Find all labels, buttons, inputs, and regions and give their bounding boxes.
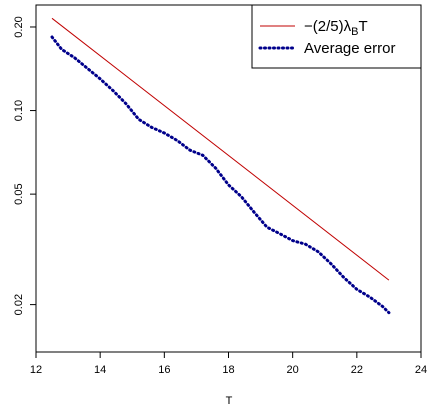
legend-label-series-1: −(2/5)λBT [304, 18, 368, 38]
x-tick-label-14: 14 [94, 364, 106, 376]
x-tick-label-20: 20 [287, 364, 299, 376]
y-tick-label-0.10: 0.10 [13, 100, 25, 121]
x-tick-label-12: 12 [30, 364, 42, 376]
legend: −(2/5)λBT Average error [251, 4, 422, 69]
series-line-1 [51, 17, 390, 281]
y-tick-label-0.20: 0.20 [13, 16, 25, 37]
y-tick-label-0.05: 0.05 [13, 183, 25, 204]
legend-label-series-1-prefix: −(2/5)λ [304, 18, 352, 35]
legend-box [251, 4, 422, 69]
legend-label-series-1-suffix: T [358, 18, 367, 35]
legend-label-series-2: Average error [304, 40, 395, 57]
series-layer [50, 17, 391, 315]
legend-label-series-1-subscript: B [351, 26, 358, 38]
x-axis-label: T [226, 395, 233, 407]
x-tick-label-18: 18 [222, 364, 234, 376]
y-tick-label-0.02: 0.02 [13, 294, 25, 315]
y-axis: 0.02 0.05 0.10 0.20 [13, 16, 36, 315]
x-tick-label-22: 22 [351, 364, 363, 376]
x-tick-label-16: 16 [158, 364, 170, 376]
x-tick-label-24: 24 [415, 364, 427, 376]
x-axis: 12 14 16 18 20 22 24 [30, 352, 427, 376]
series-line-2 [50, 35, 391, 315]
